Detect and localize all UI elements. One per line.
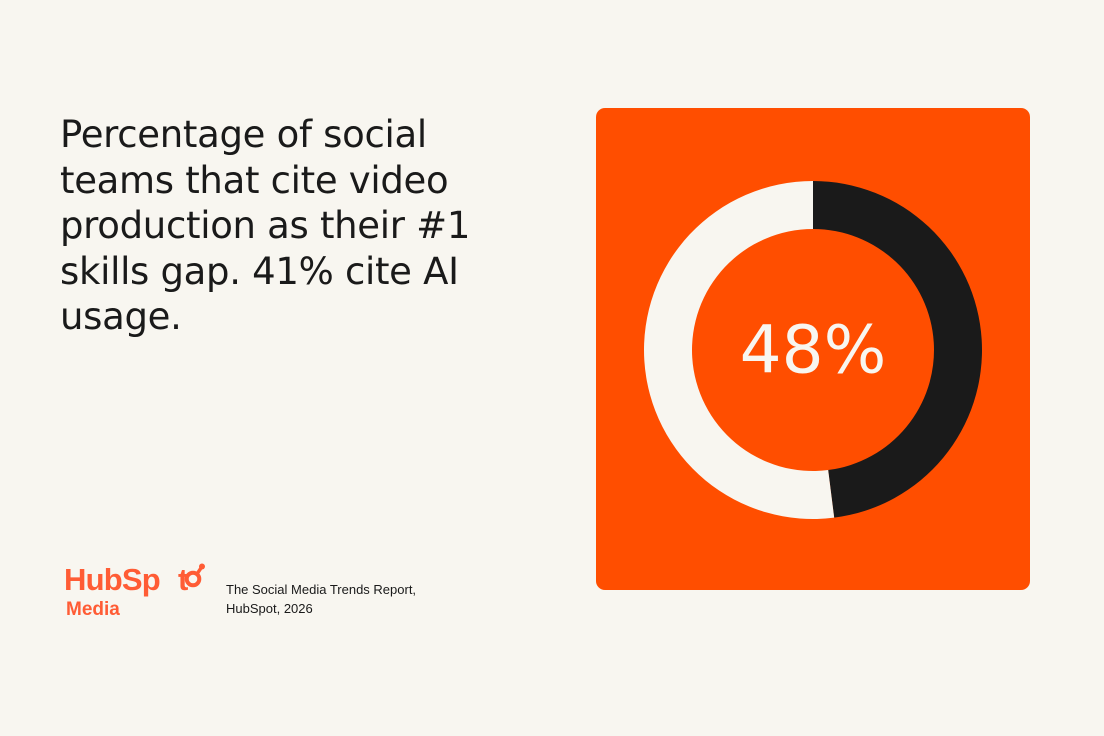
logo-wordmark: HubSpot: [64, 562, 188, 597]
source-line-2: HubSpot, 2026: [226, 601, 313, 616]
donut-slice-0: [813, 181, 983, 518]
source-line-1: The Social Media Trends Report,: [226, 582, 417, 597]
hubspot-media-logo: HubSpot Media: [64, 562, 214, 624]
center-percent-label: 48%: [740, 312, 887, 389]
donut-slices: [644, 181, 983, 519]
donut-chart: 48%: [644, 181, 983, 519]
sprocket-icon: [184, 563, 205, 588]
chart-card: 48%: [596, 108, 1030, 590]
headline: Percentage of social teams that cite vid…: [60, 113, 471, 338]
source-citation: The Social Media Trends Report, HubSpot,…: [226, 580, 416, 618]
donut-slice-1: [644, 181, 835, 519]
logo-sub: Media: [66, 599, 120, 620]
